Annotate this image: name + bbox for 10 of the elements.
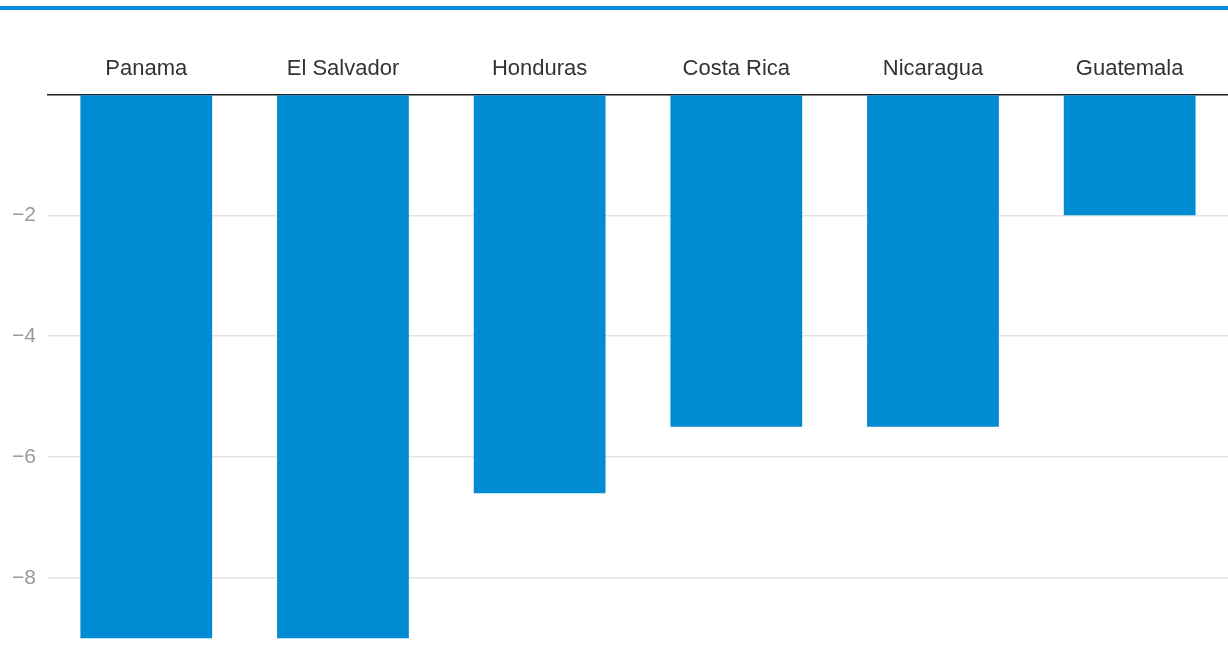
x-tick-label: Panama [105, 55, 189, 81]
x-tick-label: Costa Rica [682, 55, 791, 81]
x-tick-label: Nicaragua [882, 55, 984, 81]
x-tick-label: El Salvador [286, 55, 400, 81]
y-tick-label: −2 [11, 202, 36, 226]
y-tick-label: −8 [11, 564, 36, 588]
x-tick-label: Guatemala [1075, 55, 1185, 81]
y-tick-label: −6 [11, 443, 36, 467]
x-tick-label: Honduras [491, 55, 588, 81]
y-tick-label: −4 [11, 322, 37, 346]
